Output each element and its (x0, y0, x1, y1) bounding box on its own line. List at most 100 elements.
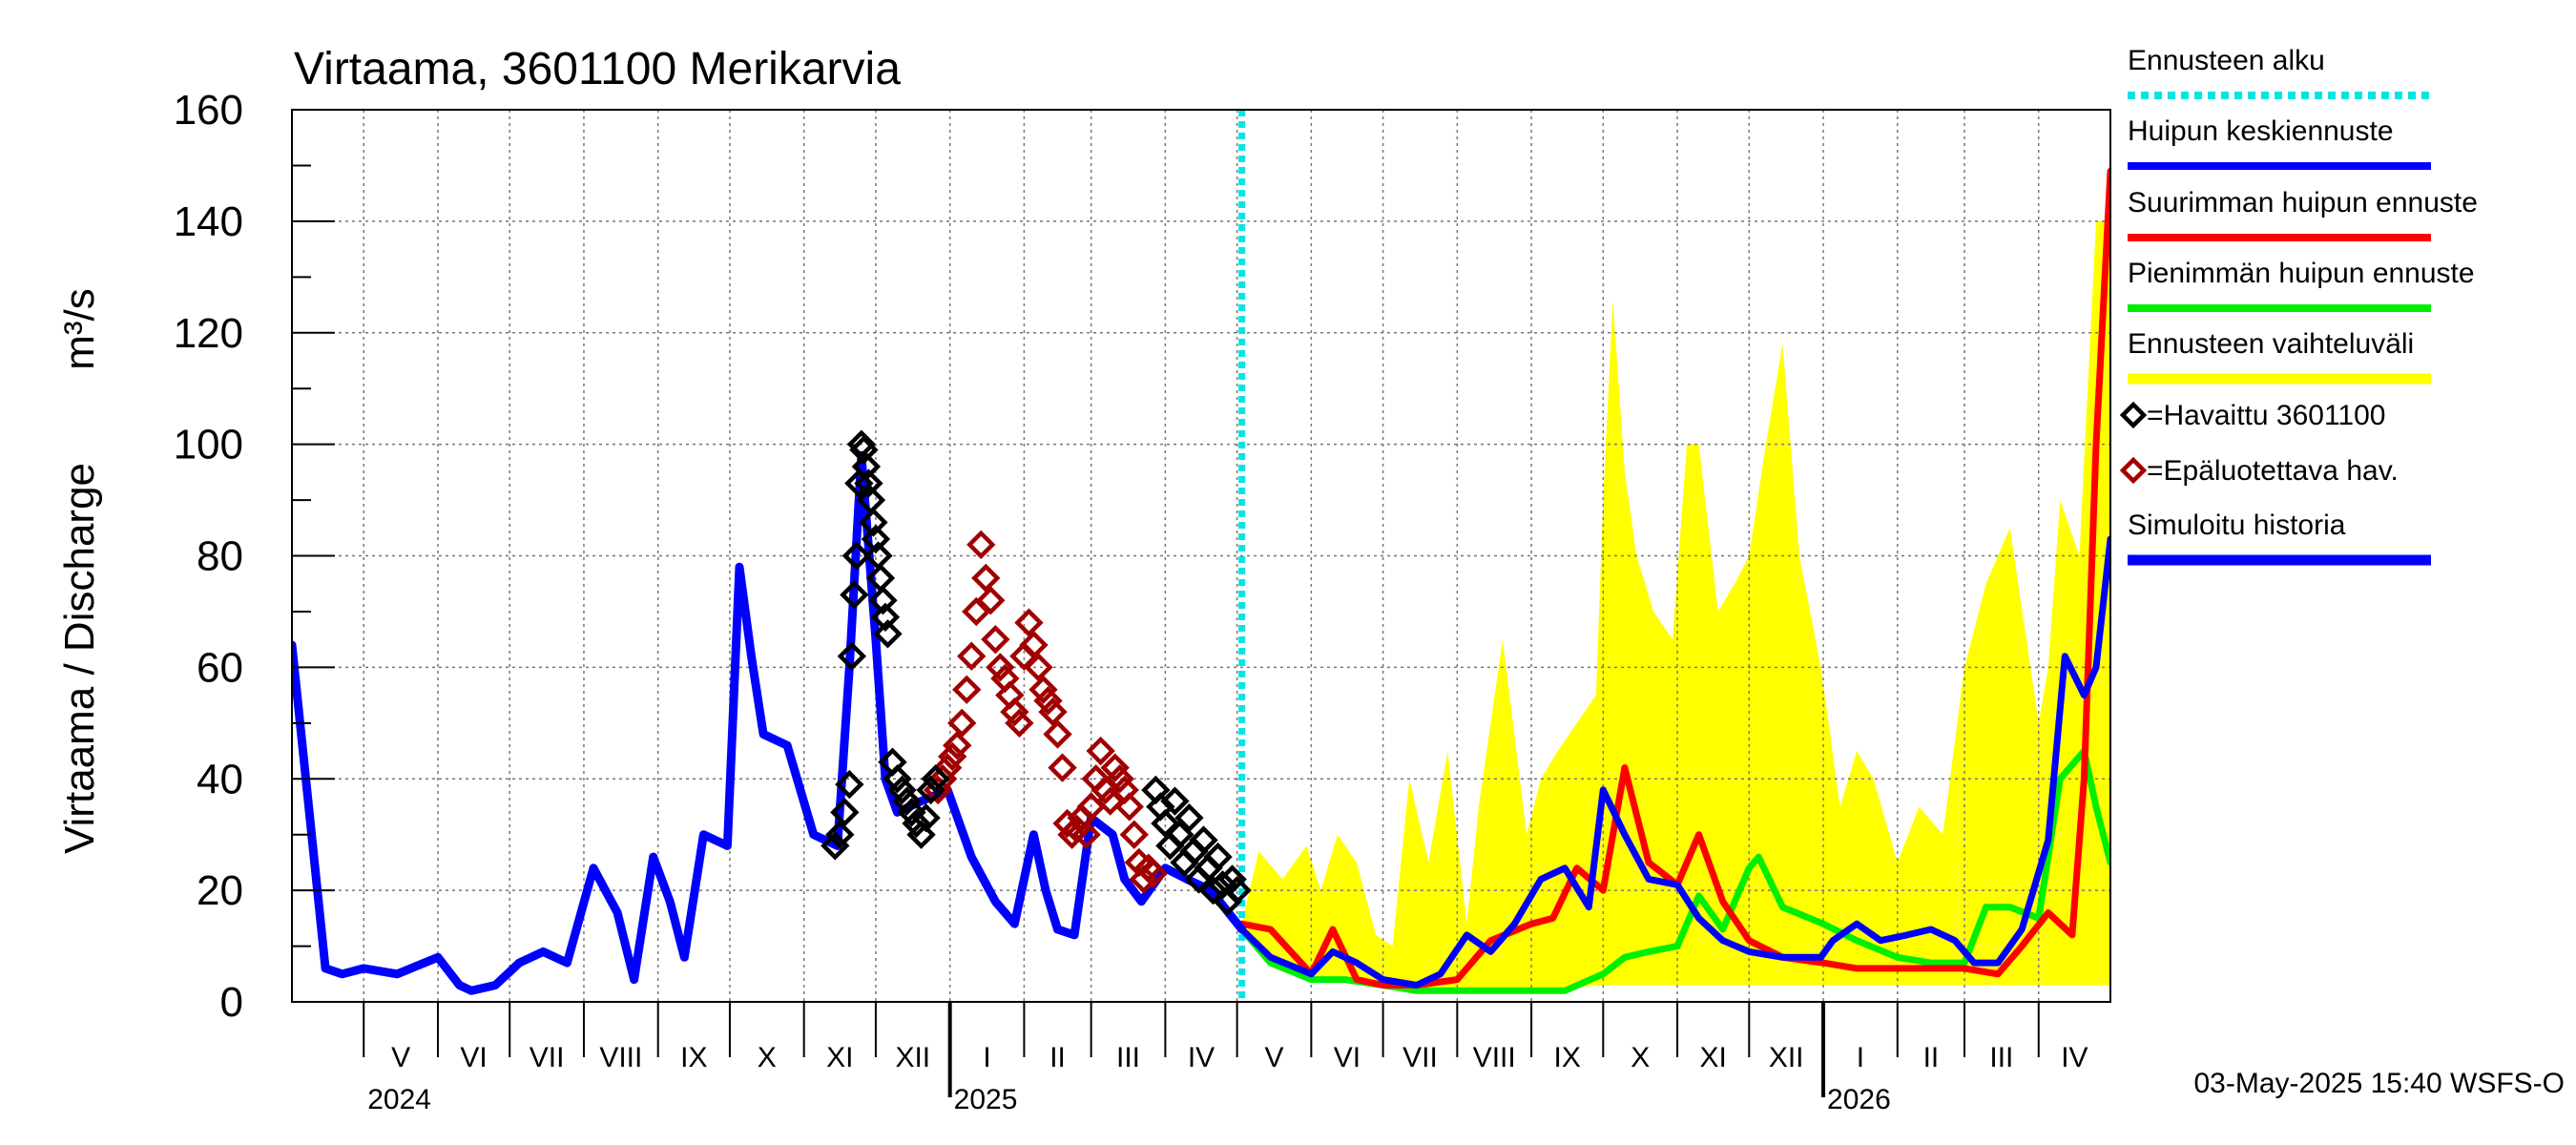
y-tick-label: 160 (174, 87, 243, 134)
month-label: VIII (1473, 1042, 1516, 1073)
legend-label: =Havaittu 3601100 (2147, 400, 2385, 431)
unreliable-point (1014, 608, 1044, 637)
month-label: X (1631, 1042, 1650, 1073)
observed-point (835, 769, 864, 800)
month-label: XII (1769, 1042, 1804, 1073)
y-tick-label: 40 (197, 756, 243, 802)
month-label: III (1989, 1042, 2013, 1073)
y-tick-label: 80 (197, 533, 243, 580)
observed-point (1222, 875, 1252, 906)
unreliable-point (1005, 708, 1034, 738)
observed-point (1174, 802, 1204, 833)
observed-point (911, 802, 941, 833)
observed-point (1217, 864, 1247, 894)
unreliable-point (947, 708, 977, 738)
plot-frame (291, 109, 2111, 1003)
month-label: II (1923, 1042, 1940, 1073)
y-tick-label: 20 (197, 867, 243, 914)
y-tick-label: 140 (174, 198, 243, 245)
observed-point (1160, 786, 1190, 816)
unreliable-point (1038, 697, 1068, 727)
observed-point (840, 580, 869, 610)
unreliable-point (1033, 686, 1063, 716)
unreliable-point (1043, 719, 1072, 749)
legend-item-forecast_start: Ennusteen alku (2128, 45, 2431, 99)
observed-point (854, 468, 883, 498)
month-label: IV (1188, 1042, 1215, 1073)
unreliable-point (1019, 630, 1049, 660)
observed-point (825, 820, 855, 849)
observed-point (906, 820, 936, 849)
series-line-mean (1238, 535, 2110, 989)
observed-point (887, 775, 917, 805)
observation-markers (821, 429, 1252, 916)
month-label: XI (826, 1042, 853, 1073)
month-label: VI (460, 1042, 487, 1073)
observed-point (837, 641, 867, 671)
unreliable-point (981, 624, 1010, 655)
observed-point (830, 798, 860, 827)
unreliable-point (966, 530, 996, 559)
observed-point (892, 786, 922, 816)
year-label: 2024 (367, 1084, 431, 1115)
legend-marker (2119, 401, 2148, 429)
unreliable-point (1071, 820, 1101, 849)
month-label: XI (1700, 1042, 1727, 1073)
legend-item-max: Suurimman huipun ennuste (2128, 187, 2478, 241)
legend-item-observed: =Havaittu 3601100 (2119, 400, 2385, 431)
y-axis-label: Virtaama / Discharge (56, 463, 103, 854)
observed-point (1189, 825, 1218, 855)
observed-point (870, 602, 901, 632)
observed-point (902, 808, 931, 839)
month-label: I (1857, 1042, 1864, 1073)
series-lines (292, 110, 2110, 1002)
year-label: 2026 (1827, 1084, 1891, 1115)
unreliable-point (1024, 653, 1053, 682)
month-label: IX (680, 1042, 707, 1073)
legend-label: Ennusteen alku (2128, 45, 2325, 76)
month-label: I (983, 1042, 990, 1073)
month-label: III (1116, 1042, 1140, 1073)
month-label: VI (1334, 1042, 1361, 1073)
legend-item-mean: Huipun keskiennuste (2128, 115, 2431, 170)
observed-point (1203, 842, 1233, 872)
series-line-simulated (292, 450, 1247, 995)
legend-label: Pienimmän huipun ennuste (2128, 258, 2475, 289)
legend-item-min: Pienimmän huipun ennuste (2128, 258, 2475, 312)
legend-item-range: Ennusteen vaihteluväli (2128, 328, 2431, 385)
unreliable-point (1100, 753, 1130, 782)
observed-point (897, 798, 926, 827)
legend-item-simulated: Simuloitu historia (2128, 510, 2431, 566)
y-tick-label: 0 (220, 979, 243, 1026)
unreliable-point (1114, 792, 1144, 822)
month-label: XII (895, 1042, 930, 1073)
unreliable-point (957, 641, 987, 671)
legend-label: =Epäluotettava hav. (2147, 455, 2399, 487)
unreliable-point (976, 586, 1006, 615)
observed-point (849, 435, 879, 465)
grid (292, 109, 2110, 1003)
observed-point (921, 764, 950, 794)
month-label: V (1264, 1042, 1283, 1073)
observed-point (846, 429, 877, 459)
y-tick-label: 120 (174, 310, 243, 357)
observed-point (873, 619, 903, 649)
unreliable-point (943, 731, 972, 760)
unreliable-point (1000, 697, 1029, 727)
legend-label: Huipun keskiennuste (2128, 115, 2394, 147)
legend-label: Suurimman huipun ennuste (2128, 187, 2478, 219)
observed-point (1165, 820, 1195, 849)
month-label: II (1049, 1042, 1066, 1073)
unreliable-point (1105, 764, 1134, 794)
series-line-max (1238, 167, 2110, 989)
month-label: VII (1402, 1042, 1438, 1073)
observed-point (1151, 808, 1180, 839)
month-label: VIII (599, 1042, 642, 1073)
legend-marker (2119, 456, 2148, 485)
observed-point (1198, 875, 1228, 906)
observed-point (883, 764, 912, 794)
year-label: 2025 (954, 1084, 1018, 1115)
forecast-range-band (1241, 220, 2110, 991)
observed-point (841, 541, 872, 571)
